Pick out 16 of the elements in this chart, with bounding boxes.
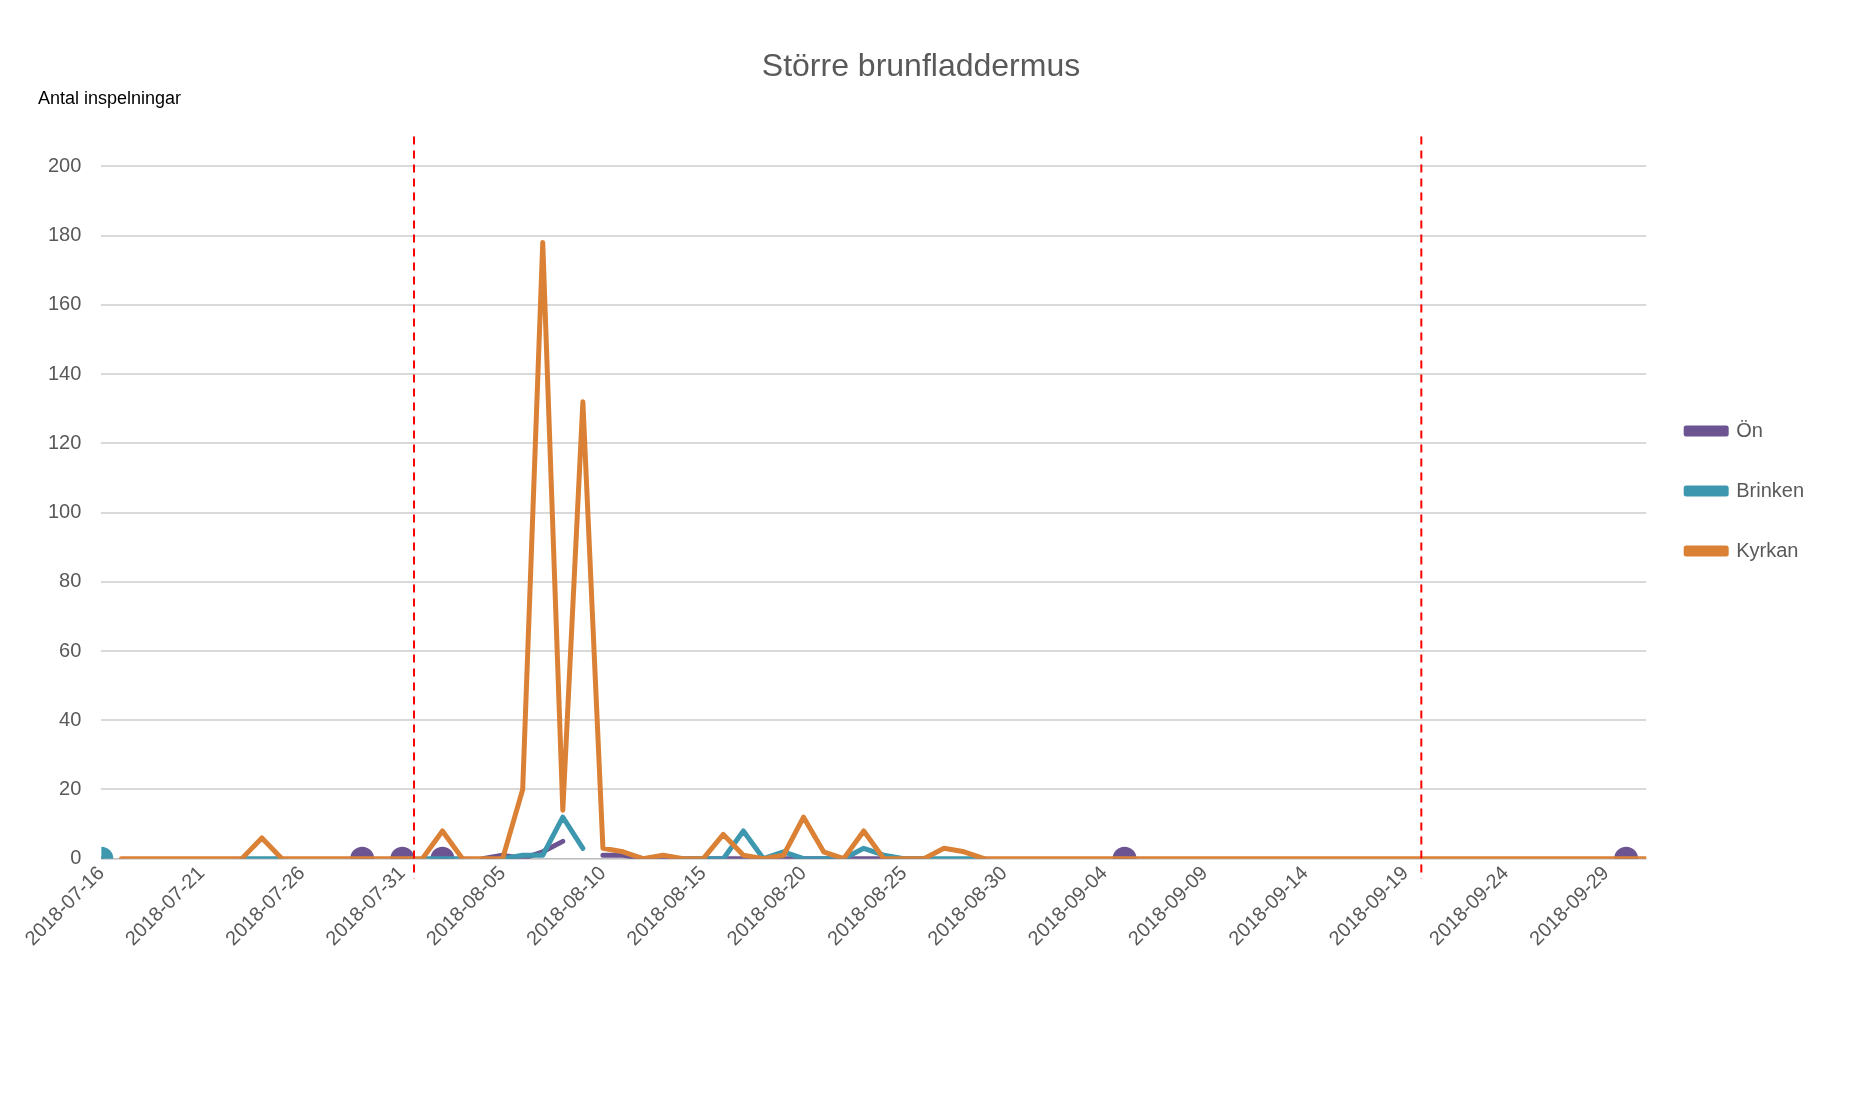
legend-label: Brinken [1736, 478, 1804, 501]
y-tick-label: 60 [59, 638, 82, 661]
legend-label: Kyrkan [1736, 538, 1799, 561]
y-tick-label: 100 [47, 500, 82, 523]
y-tick-label: 200 [47, 153, 82, 176]
y-axis-title: Antal inspelningar [38, 88, 182, 109]
y-tick-label: 160 [47, 292, 82, 315]
y-tick-label: 140 [47, 361, 82, 384]
y-tick-label: 40 [59, 707, 82, 730]
y-tick-label: 20 [59, 776, 82, 799]
y-tick-label: 80 [59, 569, 82, 592]
legend-label: Ön [1736, 418, 1763, 441]
chart-title: Större brunfladdermus [761, 47, 1081, 84]
y-tick-label: 0 [70, 846, 82, 869]
y-tick-label: 180 [47, 223, 82, 246]
y-tick-label: 120 [47, 430, 82, 453]
